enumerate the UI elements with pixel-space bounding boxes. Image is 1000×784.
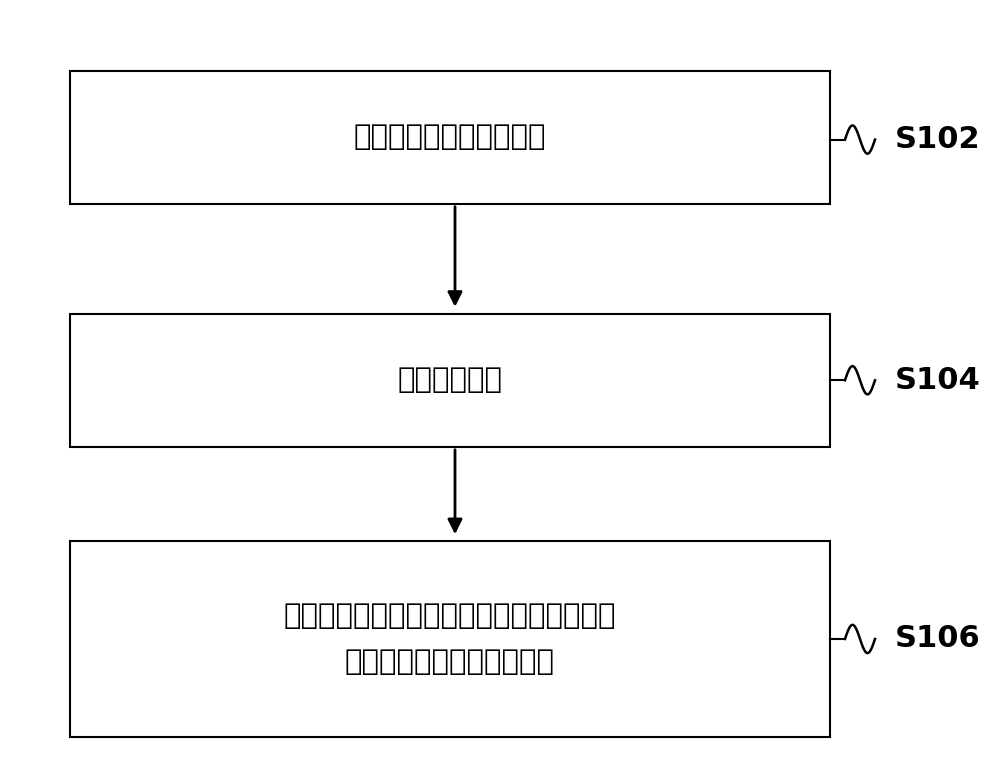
Text: S104: S104: [895, 366, 981, 394]
Text: 根据第一预设编号与预定信息更新配电设备
与目标设备的目标连接关系: 根据第一预设编号与预定信息更新配电设备 与目标设备的目标连接关系: [284, 602, 616, 676]
Text: S102: S102: [895, 125, 981, 154]
Text: 服务器接收第一预设编号: 服务器接收第一预设编号: [354, 123, 546, 151]
Bar: [70, 541, 830, 737]
Bar: [70, 71, 830, 204]
Text: S106: S106: [895, 625, 981, 653]
Text: 接收预定信息: 接收预定信息: [398, 366, 503, 394]
Bar: [70, 314, 830, 447]
